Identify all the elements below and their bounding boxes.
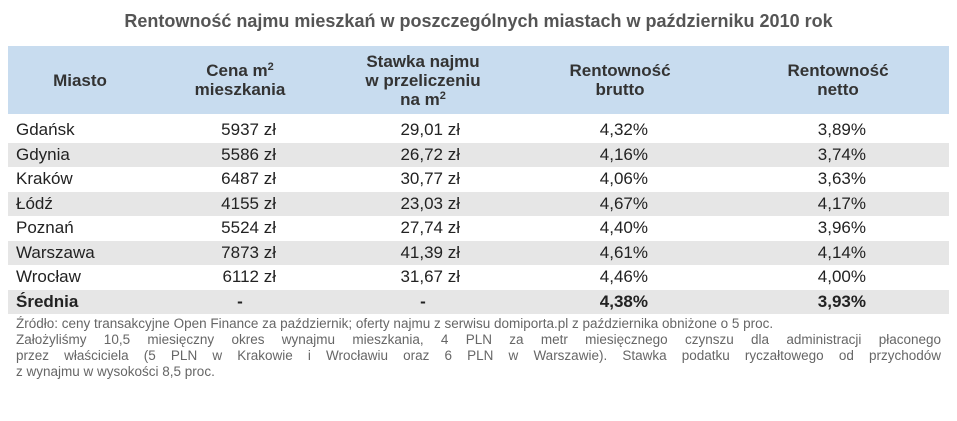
- header-text: Cena m: [206, 61, 268, 80]
- header-text: Rentowność: [569, 61, 671, 80]
- table-cell: 6487 zł: [221, 169, 276, 188]
- table-cell: 4,06%: [599, 169, 648, 188]
- table-cell: Gdynia: [16, 144, 70, 164]
- table-cell: 7873 zł: [221, 242, 276, 262]
- header-cell: Stawka najmu w przeliczeniu na m2: [323, 52, 523, 109]
- note-line: przez właściciela (5 PLN w Krakowie i Wr…: [16, 348, 941, 363]
- header-text: na m: [400, 89, 440, 109]
- header-text: Rentowność: [787, 61, 889, 80]
- header-line: Stawka najmu: [323, 52, 523, 71]
- table-cell: 4,16%: [599, 144, 648, 164]
- header-sup: 2: [439, 89, 446, 102]
- table-cell: -: [420, 291, 426, 311]
- header-text: Miasto: [53, 70, 107, 90]
- header-cell: Cena m2 mieszkania: [140, 61, 340, 99]
- table-cell: 4,17%: [817, 193, 866, 213]
- table-cell: 3,89%: [817, 120, 866, 139]
- table-cell: -: [237, 291, 243, 311]
- table-cell: 30,77 zł: [400, 169, 460, 188]
- table-cell: 5524 zł: [221, 218, 276, 237]
- table-cell: Kraków: [16, 169, 73, 188]
- header-line: Rentowność: [738, 61, 938, 80]
- header-line: mieszkania: [140, 80, 340, 99]
- note-line: Założyliśmy 10,5 miesięczny okres wynajm…: [16, 332, 941, 347]
- table-cell: 3,74%: [817, 144, 866, 164]
- table-cell: 4155 zł: [221, 193, 276, 213]
- table-cell: Warszawa: [16, 242, 95, 262]
- table-cell: 3,93%: [817, 291, 866, 311]
- table-cell: 4,40%: [599, 218, 648, 237]
- table-cell: Łódź: [16, 193, 53, 213]
- table-cell: 29,01 zł: [400, 120, 460, 139]
- header-text: mieszkania: [194, 80, 286, 99]
- header-line: Cena m2: [140, 61, 340, 80]
- header-cell: Miasto: [0, 71, 180, 90]
- row-shade: [8, 191, 949, 216]
- table-cell: 4,67%: [599, 193, 648, 213]
- row-shade: [8, 142, 949, 167]
- table-cell: 4,46%: [599, 267, 648, 286]
- header-line: na m2: [323, 90, 523, 109]
- table-cell: 5937 zł: [221, 120, 276, 139]
- table-cell: 27,74 zł: [400, 218, 460, 237]
- header-line: netto: [738, 80, 938, 99]
- header-text: w przeliczeniu: [365, 70, 481, 90]
- table-cell: 31,67 zł: [400, 267, 460, 286]
- table-cell: 26,72 zł: [400, 144, 460, 164]
- header-text: Stawka najmu: [366, 51, 480, 71]
- table-cell: 3,96%: [817, 218, 866, 237]
- header-text: brutto: [595, 80, 645, 99]
- title: Rentowność najmu mieszkań w poszczególny…: [124, 11, 833, 31]
- table-cell: Wrocław: [16, 267, 81, 286]
- table-cell: 6112 zł: [222, 267, 276, 286]
- table-cell: 4,38%: [599, 291, 648, 311]
- row-shade: [8, 240, 949, 265]
- header-line: brutto: [520, 80, 720, 99]
- header-cell: Rentowność brutto: [520, 61, 720, 99]
- table-cell: Poznań: [16, 218, 74, 237]
- header-band: [8, 46, 949, 114]
- table-cell: 23,03 zł: [400, 193, 460, 213]
- table-cell: 41,39 zł: [400, 242, 460, 262]
- table-cell: 4,61%: [599, 242, 648, 262]
- table-cell: 5586 zł: [221, 144, 276, 164]
- table-cell: 4,14%: [817, 242, 866, 262]
- header-text: netto: [817, 80, 859, 99]
- table-cell: 4,00%: [817, 267, 866, 286]
- header-line: Miasto: [0, 71, 180, 90]
- header-line: w przeliczeniu: [323, 71, 523, 90]
- table-cell: 4,32%: [599, 120, 648, 139]
- table-cell: Średnia: [16, 291, 79, 311]
- header-line: Rentowność: [520, 61, 720, 80]
- header-sup: 2: [267, 61, 274, 73]
- table-cell: Gdańsk: [16, 120, 75, 139]
- row-shade: [8, 289, 949, 314]
- header-cell: Rentowność netto: [738, 61, 938, 99]
- note-line: Źródło: ceny transakcyjne Open Finance z…: [16, 316, 774, 331]
- note-line: z wynajmu w wysokości 8,5 proc.: [16, 364, 215, 379]
- table-cell: 3,63%: [817, 169, 866, 188]
